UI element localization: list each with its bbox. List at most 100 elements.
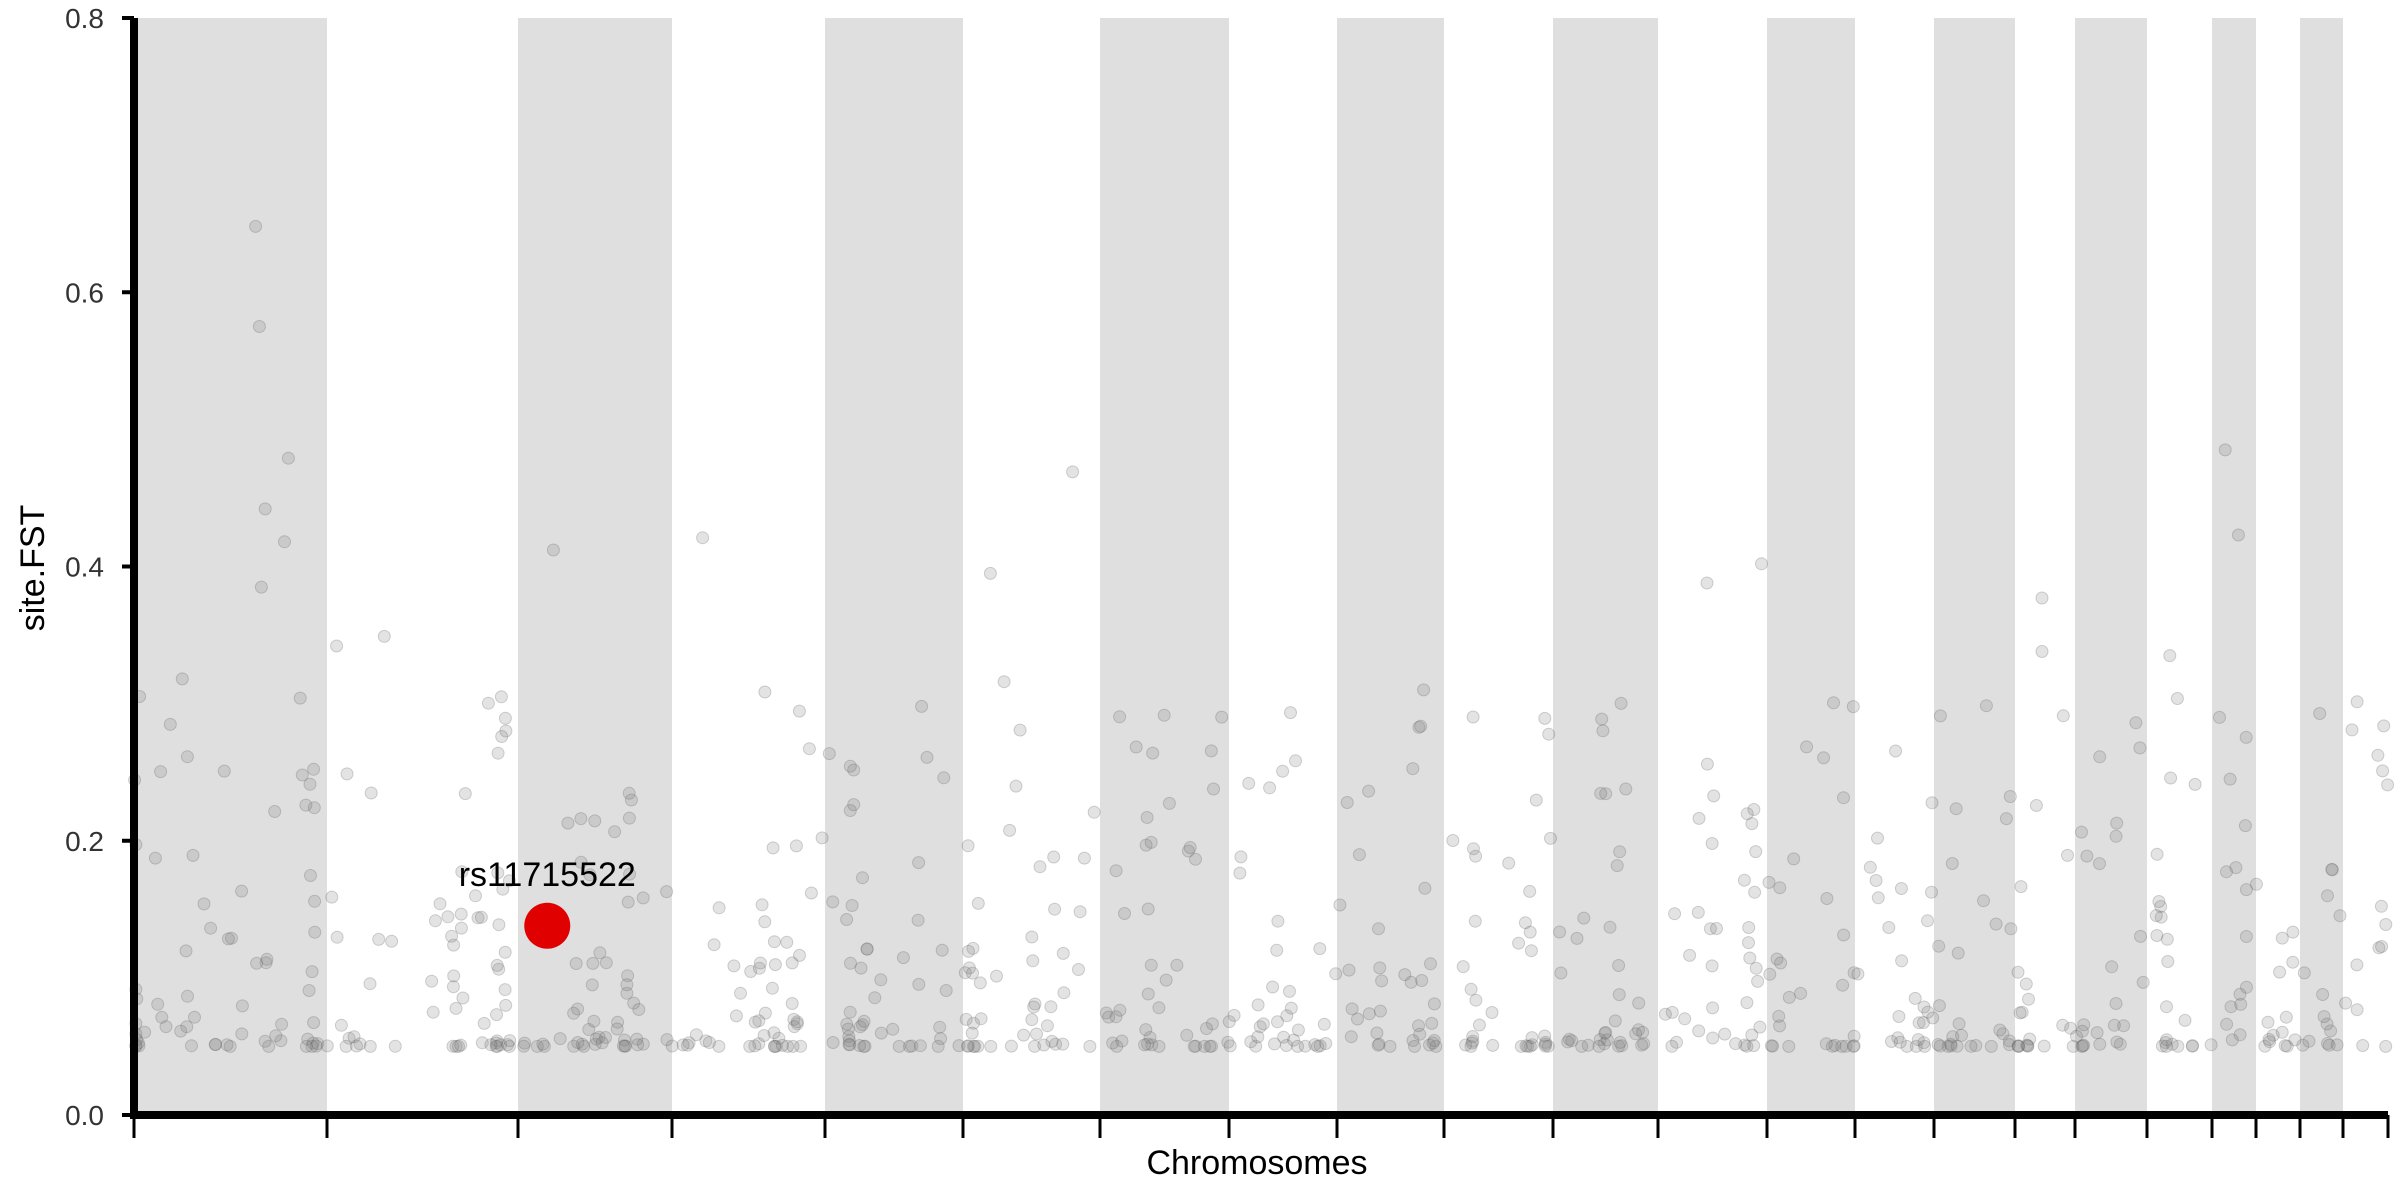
- fst-point: [2133, 741, 2147, 755]
- fst-point: [518, 1036, 532, 1050]
- fst-point: [433, 897, 447, 911]
- fst-point: [1351, 1012, 1364, 1026]
- fst-point: [1456, 960, 1470, 974]
- fst-point: [1911, 1033, 1925, 1047]
- chromosome-band: [2212, 18, 2256, 1115]
- fst-point: [262, 1039, 276, 1053]
- fst-point: [295, 768, 309, 782]
- fst-point: [712, 901, 726, 915]
- chromosome-bands: [134, 18, 2343, 1115]
- fst-point: [1427, 1034, 1441, 1047]
- fst-point: [1469, 993, 1483, 1007]
- fst-point: [363, 977, 377, 991]
- fst-point: [1949, 802, 1963, 816]
- fst-point: [1233, 866, 1247, 880]
- fst-point: [2234, 997, 2248, 1011]
- fst-point: [454, 921, 468, 935]
- fst-point: [769, 1039, 783, 1053]
- fst-point: [1863, 860, 1877, 874]
- fst-point: [1932, 939, 1946, 953]
- fst-point: [1352, 848, 1366, 862]
- highlight-point[interactable]: [524, 902, 571, 949]
- fst-point: [1077, 851, 1091, 865]
- fst-point: [2159, 1036, 2173, 1049]
- fst-point: [1692, 811, 1706, 825]
- fst-point: [857, 1039, 871, 1053]
- fst-point: [2317, 1010, 2331, 1024]
- fst-point: [325, 890, 339, 904]
- fst-point: [2249, 877, 2263, 891]
- fst-point: [1271, 1015, 1284, 1029]
- fst-point: [2233, 1028, 2247, 1042]
- fst-point: [1782, 990, 1796, 1004]
- fst-point: [1678, 1012, 1692, 1026]
- fst-point: [1945, 857, 1959, 870]
- fst-point: [1157, 708, 1171, 722]
- fst-point: [1740, 807, 1754, 821]
- fst-point: [385, 934, 399, 948]
- fst-point: [2093, 857, 2106, 871]
- fst-point: [1266, 980, 1280, 994]
- fst-point: [1869, 874, 1883, 887]
- fst-point: [268, 805, 282, 818]
- fst-point: [2020, 1038, 2034, 1052]
- fst-point: [2330, 1038, 2344, 1052]
- fst-point: [2278, 1039, 2292, 1053]
- fst-point: [1893, 1035, 1907, 1049]
- fst-point: [854, 961, 868, 975]
- fst-point: [1189, 1039, 1203, 1053]
- fst-point: [997, 675, 1011, 689]
- fst-point: [682, 1036, 696, 1050]
- fst-point: [1749, 845, 1763, 859]
- fst-point: [2224, 1000, 2238, 1014]
- fst-point: [2350, 695, 2364, 709]
- fst-point: [1277, 1030, 1291, 1044]
- fst-point: [990, 969, 1003, 983]
- fst-point: [1465, 1036, 1479, 1050]
- fst-point: [307, 1016, 321, 1030]
- fst-point: [2320, 1017, 2334, 1031]
- fst-point: [308, 894, 322, 908]
- fst-point: [2262, 1032, 2276, 1046]
- fst-point: [2021, 1039, 2035, 1053]
- fst-point: [537, 1039, 551, 1053]
- fst-point: [931, 1039, 945, 1053]
- fst-point: [2152, 895, 2166, 908]
- fst-point: [186, 848, 200, 862]
- fst-point: [588, 1037, 602, 1051]
- fst-point: [1129, 740, 1143, 754]
- fst-point: [330, 639, 344, 653]
- fst-point: [1466, 1030, 1480, 1043]
- fst-point: [1613, 845, 1627, 859]
- fst-point: [1004, 1039, 1018, 1053]
- fst-point: [2371, 748, 2385, 762]
- fst-point: [1279, 1039, 1293, 1052]
- fst-point: [1418, 881, 1432, 895]
- fst-point: [1423, 1038, 1436, 1052]
- fst-point: [2029, 799, 2043, 812]
- fst-point: [585, 978, 599, 992]
- fst-point: [1221, 1035, 1235, 1049]
- fst-point: [571, 1036, 585, 1049]
- fst-point: [2093, 750, 2107, 764]
- fst-point: [939, 984, 953, 997]
- fst-point: [1145, 1038, 1159, 1052]
- fst-point: [1596, 724, 1610, 738]
- fst-point: [490, 958, 504, 972]
- fst-point: [2279, 1010, 2293, 1024]
- fst-point: [235, 999, 249, 1013]
- fst-point: [2220, 1017, 2234, 1031]
- fst-point: [757, 1029, 771, 1042]
- fst-point: [477, 1016, 491, 1030]
- fst-point: [1413, 1027, 1427, 1041]
- fst-point: [1895, 954, 1909, 968]
- fst-point: [2154, 900, 2168, 913]
- fst-point: [2077, 1018, 2091, 1032]
- fst-point: [1256, 1017, 1270, 1031]
- fst-point: [1083, 1039, 1097, 1053]
- fst-point: [1595, 712, 1609, 726]
- fst-point: [1989, 917, 2003, 931]
- fst-point: [1747, 803, 1761, 816]
- fst-point: [574, 812, 588, 826]
- fst-point: [630, 1032, 644, 1046]
